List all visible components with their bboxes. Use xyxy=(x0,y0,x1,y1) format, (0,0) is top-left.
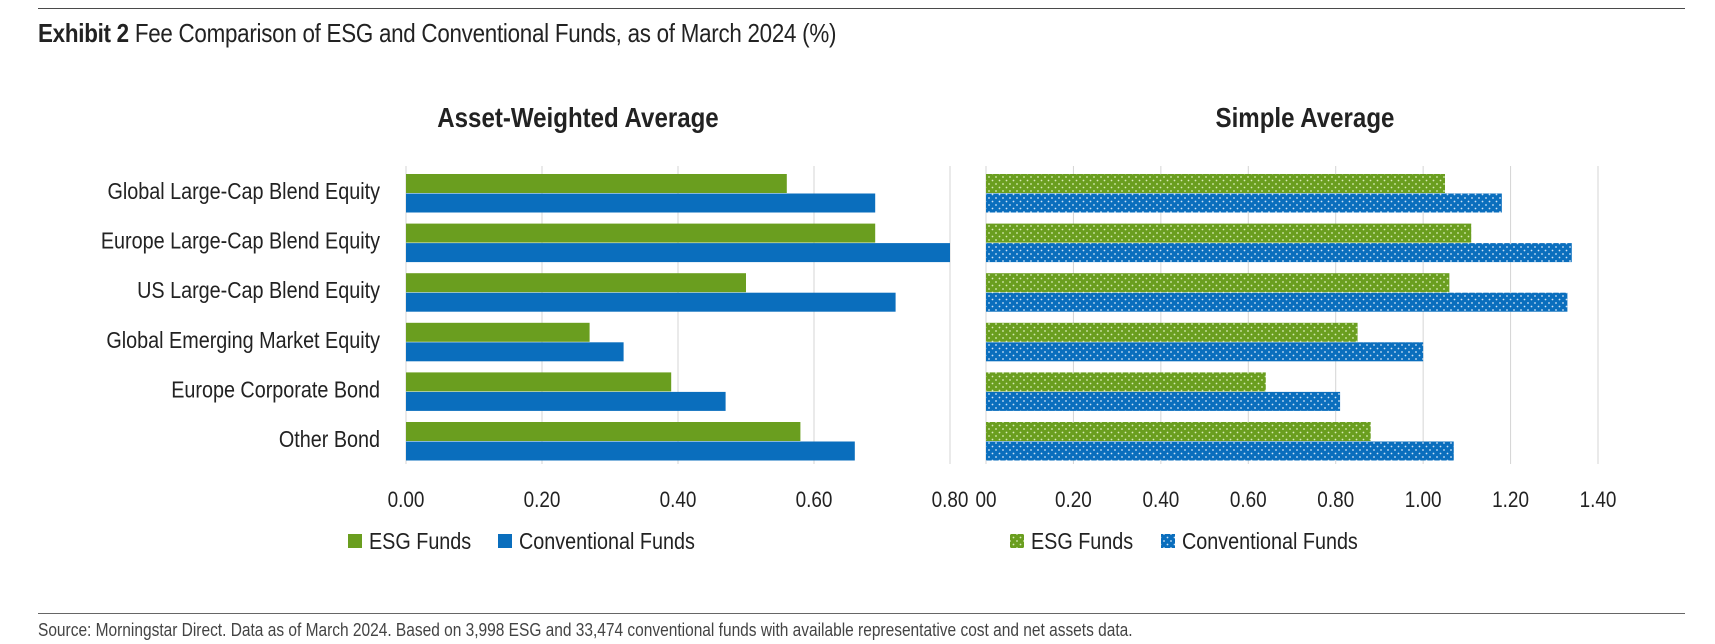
bar-conventional-funds-europe-corporate-bond xyxy=(986,391,1341,411)
tick-label-1-1: 0.20 xyxy=(1055,488,1092,513)
bar-esg-funds-europe-large-cap-blend-equity xyxy=(986,223,1472,243)
legend-swatch-0-esg-funds xyxy=(348,534,362,548)
tick-label-0-2: 0.40 xyxy=(660,488,697,513)
bar-esg-funds-other-bond xyxy=(406,422,801,441)
bar-esg-funds-other-bond xyxy=(986,422,1371,441)
charts-area: Asset-Weighted Average Global Large-Cap B… xyxy=(101,101,1617,554)
bar-conventional-funds-europe-large-cap-blend-equity xyxy=(406,243,950,263)
bar-conventional-funds-other-bond xyxy=(406,441,855,461)
tick-label-1-2: 0.40 xyxy=(1142,488,1179,513)
chart-title-0: Asset-Weighted Average xyxy=(437,101,718,133)
bar-esg-funds-us-large-cap-blend-equity xyxy=(406,273,746,293)
category-label-europe-corporate-bond: Europe Corporate Bond xyxy=(171,377,380,403)
tick-label-0-0: 0.00 xyxy=(388,488,425,513)
asset-weighted-chart: Asset-Weighted Average Global Large-Cap B… xyxy=(101,101,969,554)
tick-label-0-1: 0.20 xyxy=(524,488,561,513)
legend-label-0-esg-funds: ESG Funds xyxy=(369,529,471,555)
category-label-global-large-cap-blend-equity: Global Large-Cap Blend Equity xyxy=(107,179,380,205)
bar-esg-funds-us-large-cap-blend-equity xyxy=(986,273,1450,293)
bar-conventional-funds-europe-corporate-bond xyxy=(406,391,726,411)
legend-swatch-0-conventional-funds xyxy=(498,534,512,548)
chart-title-1: Simple Average xyxy=(1216,101,1395,133)
category-label-other-bond: Other Bond xyxy=(279,427,380,453)
tick-label-1-3: 0.60 xyxy=(1230,488,1267,513)
page-title: Exhibit 2 Fee Comparison of ESG and Conv… xyxy=(38,18,836,49)
legend-label-1-conventional-funds: Conventional Funds xyxy=(1182,529,1358,555)
bar-esg-funds-europe-large-cap-blend-equity xyxy=(406,223,876,243)
tick-label-1-0: 00 xyxy=(975,488,996,513)
simple-average-chart: Simple Average 00 0.20 0.40 0.60 0.80 1.00 1.20… xyxy=(975,101,1616,554)
top-rule xyxy=(38,8,1685,9)
legend-label-1-esg-funds: ESG Funds xyxy=(1031,529,1133,555)
category-label-us-large-cap-blend-equity: US Large-Cap Blend Equity xyxy=(137,278,380,304)
bar-esg-funds-europe-corporate-bond xyxy=(406,372,672,392)
category-label-global-emerging-market-equity: Global Emerging Market Equity xyxy=(106,327,380,353)
bar-conventional-funds-europe-large-cap-blend-equity xyxy=(986,243,1572,263)
bar-conventional-funds-us-large-cap-blend-equity xyxy=(406,292,896,312)
bar-conventional-funds-us-large-cap-blend-equity xyxy=(986,292,1568,312)
category-label-europe-large-cap-blend-equity: Europe Large-Cap Blend Equity xyxy=(101,228,380,254)
tick-label-1-7: 1.40 xyxy=(1580,488,1617,513)
legend-swatch-1-esg-funds xyxy=(1010,534,1024,548)
exhibit-label: Exhibit 2 xyxy=(38,18,129,48)
bar-esg-funds-europe-corporate-bond xyxy=(986,372,1266,392)
tick-label-1-5: 1.00 xyxy=(1405,488,1442,513)
tick-label-0-3: 0.60 xyxy=(796,488,833,513)
bar-esg-funds-global-large-cap-blend-equity xyxy=(406,174,787,193)
source-note: Source: Morningstar Direct. Data as of M… xyxy=(38,620,1133,640)
legend-swatch-1-conventional-funds xyxy=(1161,534,1175,548)
bar-conventional-funds-global-large-cap-blend-equity xyxy=(986,193,1502,213)
tick-label-1-6: 1.20 xyxy=(1492,488,1529,513)
title-text: Fee Comparison of ESG and Conventional F… xyxy=(134,18,837,48)
tick-label-0-4: 0.80 xyxy=(932,488,969,513)
bar-conventional-funds-other-bond xyxy=(986,441,1454,461)
bar-conventional-funds-global-emerging-market-equity xyxy=(986,342,1424,362)
bar-conventional-funds-global-large-cap-blend-equity xyxy=(406,193,876,213)
bar-esg-funds-global-emerging-market-equity xyxy=(986,322,1358,342)
tick-label-1-4: 0.80 xyxy=(1317,488,1354,513)
bar-conventional-funds-global-emerging-market-equity xyxy=(406,342,624,362)
bar-esg-funds-global-large-cap-blend-equity xyxy=(986,174,1445,193)
bar-esg-funds-global-emerging-market-equity xyxy=(406,322,590,342)
legend-label-0-conventional-funds: Conventional Funds xyxy=(519,529,695,555)
bottom-rule xyxy=(38,613,1685,614)
